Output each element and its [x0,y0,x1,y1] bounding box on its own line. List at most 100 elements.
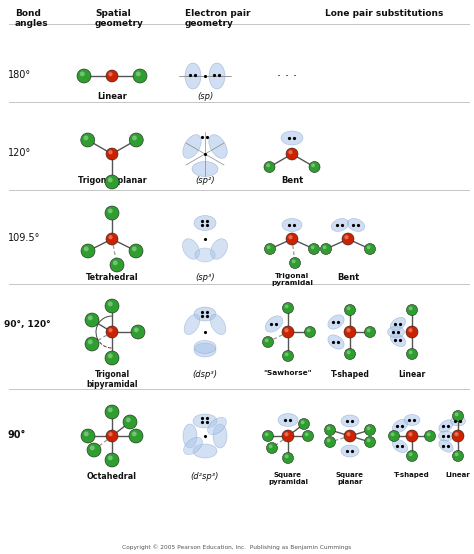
Text: Trigonal planar: Trigonal planar [78,176,146,185]
Circle shape [113,260,118,265]
Circle shape [264,244,275,254]
Circle shape [346,306,351,310]
Circle shape [345,348,356,360]
Text: 90°, 120°: 90°, 120° [4,320,51,329]
Circle shape [455,453,458,456]
Circle shape [84,247,89,252]
Circle shape [344,430,356,442]
Circle shape [307,329,310,332]
Circle shape [263,336,273,347]
Circle shape [409,432,412,437]
Circle shape [105,206,119,220]
Ellipse shape [392,419,408,433]
Circle shape [391,433,394,437]
Circle shape [309,162,320,172]
Circle shape [455,432,459,437]
Text: (sp²): (sp²) [195,176,215,185]
Circle shape [284,328,289,332]
Circle shape [283,453,293,464]
Circle shape [365,326,375,337]
Circle shape [406,326,418,338]
Ellipse shape [209,135,227,158]
Text: Copyright © 2005 Pearson Education, Inc.  Publishing as Benjamin Cummings: Copyright © 2005 Pearson Education, Inc.… [122,545,352,550]
Circle shape [105,453,119,467]
Circle shape [108,455,113,460]
Text: Octahedral: Octahedral [87,472,137,481]
Circle shape [282,326,294,338]
Circle shape [301,420,305,424]
Circle shape [310,245,315,249]
Circle shape [109,432,113,437]
Circle shape [267,245,271,249]
Ellipse shape [347,219,365,232]
Text: T-shaped: T-shaped [394,472,430,478]
Text: Trigonal
bipyramidal: Trigonal bipyramidal [86,370,138,389]
Circle shape [132,135,137,140]
Circle shape [105,351,119,365]
Text: Electron pair
geometry: Electron pair geometry [185,9,250,28]
Ellipse shape [192,162,218,177]
Circle shape [269,444,273,448]
Ellipse shape [182,239,200,259]
Circle shape [283,302,293,314]
Circle shape [455,412,458,416]
Ellipse shape [388,326,404,337]
Circle shape [305,433,309,437]
Circle shape [106,430,118,442]
Ellipse shape [210,315,226,335]
Circle shape [123,415,137,429]
Circle shape [367,329,371,332]
Circle shape [108,177,113,182]
Text: Lone pair substitutions: Lone pair substitutions [325,9,443,18]
Circle shape [90,445,95,450]
Circle shape [108,301,113,306]
Circle shape [292,259,296,263]
Circle shape [263,430,273,442]
Ellipse shape [265,316,283,332]
Text: (dsp³): (dsp³) [192,370,218,379]
Circle shape [109,235,113,239]
Text: 120°: 120° [8,148,31,158]
Circle shape [327,427,330,430]
Text: 109.5°: 109.5° [8,233,40,243]
Ellipse shape [194,343,216,357]
Circle shape [77,69,91,83]
Circle shape [285,454,289,458]
Circle shape [106,233,118,245]
Circle shape [266,163,270,167]
Ellipse shape [183,424,197,448]
Circle shape [109,72,113,76]
Circle shape [88,315,93,320]
Ellipse shape [328,315,344,329]
Circle shape [453,411,464,422]
Ellipse shape [439,420,453,432]
Circle shape [136,71,141,76]
Circle shape [288,235,292,239]
Ellipse shape [278,413,298,427]
Circle shape [109,150,113,155]
Circle shape [367,245,371,249]
Ellipse shape [404,414,420,425]
Circle shape [132,432,137,437]
Text: 90°: 90° [8,430,27,440]
Circle shape [320,244,331,254]
Circle shape [264,433,269,437]
Circle shape [129,133,143,147]
Text: Bent: Bent [337,273,359,282]
Circle shape [365,437,375,448]
Text: Bent: Bent [281,176,303,185]
Circle shape [108,208,113,213]
Circle shape [282,430,294,442]
Circle shape [284,432,289,437]
Ellipse shape [282,218,302,232]
Circle shape [286,233,298,245]
Text: Square
planar: Square planar [336,472,364,485]
Ellipse shape [193,414,217,428]
Ellipse shape [281,131,303,145]
Ellipse shape [341,445,359,457]
Ellipse shape [209,63,225,89]
Text: (sp): (sp) [197,92,213,101]
Circle shape [134,327,139,332]
Circle shape [406,430,418,442]
Circle shape [327,438,330,442]
